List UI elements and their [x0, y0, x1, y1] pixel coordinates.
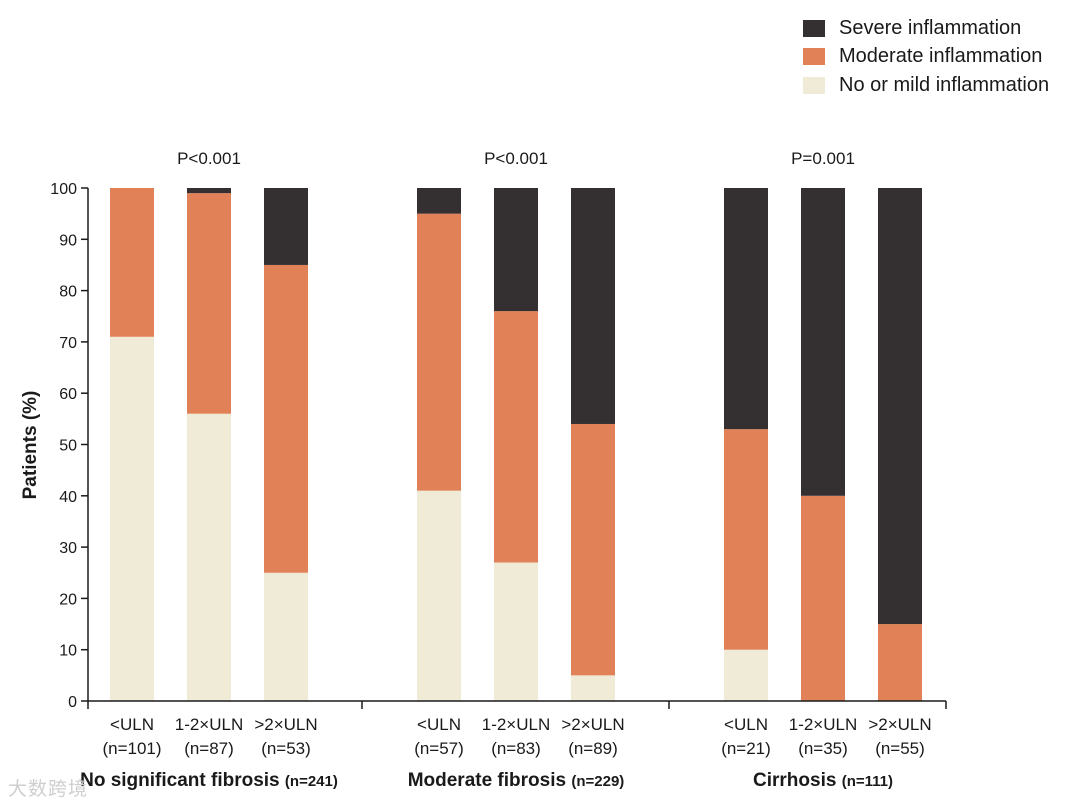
legend-label-severe: Severe inflammation — [839, 16, 1022, 39]
y-tick-label: 60 — [59, 386, 77, 403]
legend-item-mild: No or mild inflammation — [803, 71, 1049, 100]
x-tick-label: >2×ULN — [561, 715, 624, 734]
bar-segment — [417, 188, 461, 214]
x-tick-n-label: (n=21) — [721, 739, 771, 758]
x-tick-n-label: (n=83) — [491, 739, 541, 758]
bar-segment — [571, 188, 615, 424]
legend-swatch-moderate — [803, 48, 825, 66]
y-tick-label: 70 — [59, 335, 77, 352]
x-tick-label: >2×ULN — [868, 715, 931, 734]
p-value-label: P<0.001 — [177, 149, 241, 168]
y-tick-label: 20 — [59, 591, 77, 608]
bar-segment — [264, 188, 308, 265]
y-tick-label: 40 — [59, 489, 77, 506]
y-tick-label: 80 — [59, 284, 77, 301]
bar-segment — [110, 188, 154, 337]
group-label: No significant fibrosis (n=241) — [80, 770, 338, 791]
group-n: (n=241) — [285, 773, 338, 790]
p-value-label: P=0.001 — [791, 149, 855, 168]
bar-segment — [878, 188, 922, 625]
bar-segment — [494, 562, 538, 701]
legend-item-severe: Severe inflammation — [803, 14, 1049, 43]
bar-segment — [724, 429, 768, 650]
x-tick-label: <ULN — [417, 715, 461, 734]
watermark: 大数跨境 — [8, 779, 89, 800]
bar-segment — [801, 188, 845, 496]
group-label: Cirrhosis (n=111) — [753, 770, 893, 791]
bar-segment — [494, 311, 538, 563]
group-n: (n=229) — [571, 773, 624, 790]
bar-segment — [264, 572, 308, 701]
x-tick-n-label: (n=53) — [261, 739, 311, 758]
group-name: Cirrhosis — [753, 770, 842, 791]
group-name: No significant fibrosis — [80, 770, 285, 791]
x-tick-n-label: (n=89) — [568, 739, 618, 758]
y-tick-label: 10 — [59, 643, 77, 660]
y-tick-label: 100 — [50, 181, 77, 198]
y-tick-label: 30 — [59, 540, 77, 557]
y-axis-title: Patients (%) — [20, 391, 41, 500]
x-tick-n-label: (n=55) — [875, 739, 925, 758]
legend-swatch-severe — [803, 19, 825, 37]
bar-segment — [187, 188, 231, 194]
x-tick-n-label: (n=57) — [414, 739, 464, 758]
legend-swatch-mild — [803, 76, 825, 94]
bar-segment — [801, 495, 845, 701]
p-value-label: P<0.001 — [484, 149, 548, 168]
x-tick-label: >2×ULN — [254, 715, 317, 734]
bar-segment — [417, 490, 461, 701]
y-tick-label: 90 — [59, 232, 77, 249]
y-tick-label: 50 — [59, 438, 77, 455]
bar-segment — [110, 336, 154, 701]
x-tick-label: 1-2×ULN — [175, 715, 244, 734]
bar-segment — [724, 649, 768, 701]
x-tick-n-label: (n=101) — [102, 739, 161, 758]
x-tick-label: <ULN — [110, 715, 154, 734]
bar-segment — [494, 188, 538, 312]
bar-segment — [417, 213, 461, 491]
x-tick-label: 1-2×ULN — [482, 715, 551, 734]
y-tick-label: 0 — [68, 694, 77, 711]
legend-label-moderate: Moderate inflammation — [839, 45, 1043, 68]
group-label: Moderate fibrosis (n=229) — [408, 770, 625, 791]
x-tick-label: 1-2×ULN — [789, 715, 858, 734]
bar-segment — [187, 413, 231, 701]
x-tick-n-label: (n=87) — [184, 739, 234, 758]
group-n: (n=111) — [842, 773, 893, 790]
legend-label-mild: No or mild inflammation — [839, 73, 1050, 96]
legend-item-moderate: Moderate inflammation — [803, 43, 1049, 72]
bar-segment — [264, 264, 308, 573]
bar-segment — [724, 188, 768, 430]
bar-segment — [571, 423, 615, 676]
x-tick-label: <ULN — [724, 715, 768, 734]
bar-segment — [571, 675, 615, 701]
bar-segment — [878, 624, 922, 701]
x-tick-n-label: (n=35) — [798, 739, 848, 758]
group-name: Moderate fibrosis — [408, 770, 572, 791]
legend: Severe inflammation Moderate inflammatio… — [803, 14, 1049, 100]
bar-segment — [187, 193, 231, 414]
